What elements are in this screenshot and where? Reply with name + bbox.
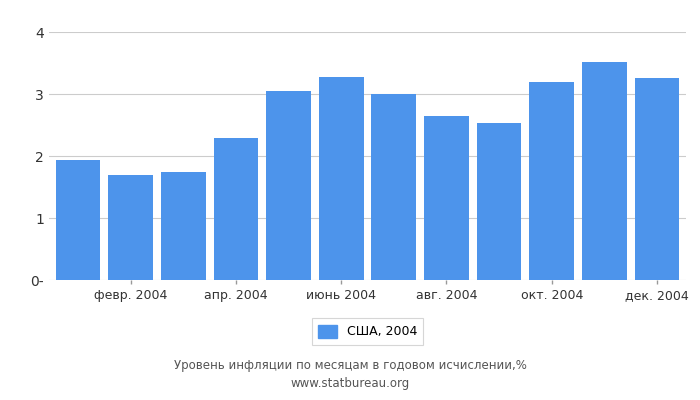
Bar xyxy=(424,116,469,280)
Bar xyxy=(372,94,416,280)
Bar xyxy=(55,160,100,280)
Bar xyxy=(318,77,363,280)
Bar xyxy=(214,138,258,280)
Bar xyxy=(582,62,626,280)
Bar xyxy=(161,172,206,280)
Bar xyxy=(477,122,522,280)
Bar xyxy=(108,175,153,280)
Bar xyxy=(266,91,311,280)
Text: Уровень инфляции по месяцам в годовом исчислении,%: Уровень инфляции по месяцам в годовом ис… xyxy=(174,360,526,372)
Bar xyxy=(529,82,574,280)
Bar xyxy=(635,78,680,280)
Text: www.statbureau.org: www.statbureau.org xyxy=(290,378,410,390)
Legend: США, 2004: США, 2004 xyxy=(312,318,424,345)
